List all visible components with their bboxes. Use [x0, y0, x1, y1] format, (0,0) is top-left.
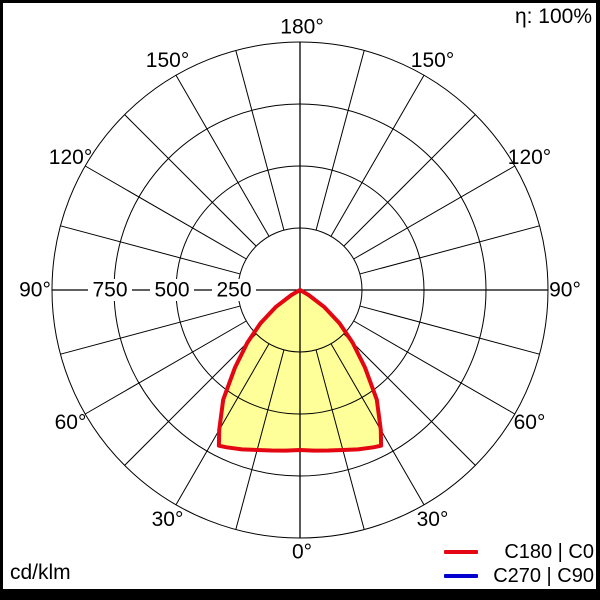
svg-text:30°: 30° — [152, 508, 184, 531]
svg-text:90°: 90° — [549, 279, 581, 302]
frame-border-top — [0, 0, 600, 3]
frame-border-left — [0, 0, 3, 600]
legend-item-c180-c0: C180 | C0 — [444, 540, 594, 564]
efficiency-label: η: 100% — [514, 5, 592, 28]
legend-label-c270-c90: C270 | C90 — [493, 564, 594, 587]
legend-line-blue — [444, 574, 478, 578]
legend-line-red — [444, 550, 478, 554]
angle-labels: 0° 30° 30° 60° 60° 90° 90° 120° 120° 150° 150° 180° — [19, 16, 581, 564]
svg-text:150°: 150° — [146, 49, 189, 72]
svg-text:30°: 30° — [417, 508, 449, 531]
frame-border-right — [596, 0, 600, 600]
grid-spokes — [60, 50, 540, 530]
svg-text:0°: 0° — [292, 541, 312, 564]
svg-text:750: 750 — [92, 279, 127, 302]
svg-text:90°: 90° — [19, 279, 51, 302]
svg-text:180°: 180° — [280, 16, 323, 39]
svg-text:60°: 60° — [514, 411, 546, 434]
ring-value-labels: 250 500 750 — [88, 279, 256, 302]
legend: C180 | C0 C270 | C90 — [444, 540, 594, 588]
svg-text:250: 250 — [216, 279, 251, 302]
frame-border-bottom — [0, 589, 600, 600]
units-label: cd/klm — [10, 561, 71, 584]
svg-text:60°: 60° — [55, 411, 87, 434]
legend-item-c270-c90: C270 | C90 — [444, 564, 594, 588]
svg-text:120°: 120° — [49, 146, 92, 169]
svg-text:500: 500 — [154, 279, 189, 302]
svg-text:150°: 150° — [411, 49, 454, 72]
legend-label-c180-c0: C180 | C0 — [504, 540, 594, 563]
svg-text:120°: 120° — [508, 146, 551, 169]
distribution-curve — [216, 288, 384, 453]
